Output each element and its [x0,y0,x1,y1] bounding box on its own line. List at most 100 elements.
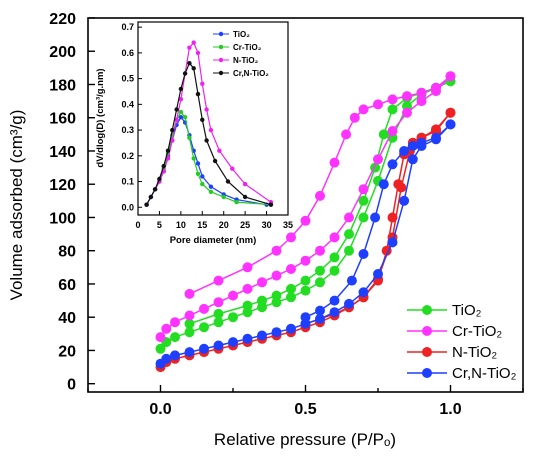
inset-y-tick-label: 0.4 [121,99,134,109]
data-point [257,277,267,288]
inset-data-point [178,109,184,115]
inset-legend-label: TiO₂ [233,30,250,39]
inset-data-point [195,161,201,166]
data-point [155,343,166,354]
desorption-line [189,80,451,325]
inset-plot-frame [137,21,289,216]
inset-data-point [187,135,192,140]
inset-data-point [170,138,175,143]
data-point [387,94,398,105]
data-point [402,107,412,118]
inset-line [146,41,272,205]
inset-data-point [187,45,192,50]
data-point [300,275,311,286]
data-point [358,184,369,195]
inset-data-point [242,181,248,187]
data-point [349,112,360,123]
data-point [329,307,340,318]
data-point [346,275,357,286]
data-point [199,303,209,314]
data-point [344,245,354,256]
legend-marker [422,305,432,315]
inset-data-point [230,166,235,171]
data-point [161,323,172,334]
main-x-tick-label: 0.0 [149,401,171,418]
inset-data-point [212,158,218,164]
data-point [242,333,253,344]
data-point [393,179,404,190]
data-point [358,104,369,115]
inset-data-point [208,184,214,189]
inset-series-tio [144,115,269,207]
inset-data-point [144,202,149,207]
data-point [242,300,253,311]
main-y-tick-label: 0 [67,377,76,394]
data-point [358,249,369,259]
inset-y-tick-label: 0.3 [121,125,134,135]
data-point [315,265,325,276]
inset-legend-item-cr-tio: Cr-TiO₂ [213,43,262,52]
inset-y-tick-label: 0.5 [121,74,134,84]
inset-data-point [165,156,171,161]
data-point [242,283,253,294]
data-point [329,232,340,243]
legend-marker [422,368,432,378]
legend-label: Cr,N-TiO₂ [452,365,517,382]
legend-item-n-tio: N-TiO₂ [407,344,497,361]
data-point [184,288,195,299]
data-point [387,126,398,136]
main-y-tick-label: 80 [58,244,76,261]
inset-legend-marker [218,70,224,76]
main-y-axis-label: Volume adsorbed (cm³/g) [7,110,26,301]
inset-y-tick-label: 0.2 [121,151,134,161]
inset-data-point [174,117,179,123]
main-x-axis-label: Relative pressure (P/Pₒ) [214,430,396,449]
series-cr-n-tio [155,119,456,369]
data-point [271,327,282,338]
inset-x-tick-label: 10 [176,220,186,230]
data-point [373,269,383,279]
inset-data-point [178,115,184,120]
inset-data-point [191,66,196,71]
inset-data-point [187,61,192,66]
inset-x-tick-label: 0 [135,220,140,230]
data-point [370,212,381,223]
inset-data-point [221,194,226,200]
data-point [402,91,412,102]
data-point [170,332,180,343]
main-y-ticks: 0 20 40 60 80 100 120 140 160 180 200 220 [49,11,95,394]
inset-series [144,40,274,207]
data-point [329,295,340,306]
data-point [184,318,195,329]
inset-series-cr-n-tio [144,61,274,207]
inset-x-tick-label: 30 [262,220,272,230]
data-point [213,340,224,351]
data-point [213,275,224,286]
data-point [271,290,282,301]
data-point [315,190,325,201]
legend-label: Cr-TiO₂ [452,323,502,340]
inset-legend-item-n-tio: N-TiO₂ [213,56,259,65]
data-point [445,107,456,118]
main-y-tick-label: 20 [58,343,76,360]
inset-data-point [157,176,162,182]
data-point [161,353,172,364]
data-point [184,347,195,358]
inset-data-point [195,171,201,176]
legend-label: TiO₂ [452,302,482,319]
inset-legend-label: N-TiO₂ [233,56,259,65]
data-point [431,132,441,143]
inset-data-point [204,138,209,143]
inset-legend-label: Cr-TiO₂ [233,43,262,52]
inset-axes [137,21,289,216]
inset-data-point [225,179,231,184]
data-point [407,141,418,151]
data-point [315,305,325,316]
main-series [155,71,456,373]
data-point [286,283,296,294]
inset-y-tick-label: 0.0 [121,202,134,212]
inset-x-axis-label: Pore diameter (nm) [170,235,257,246]
legend-marker [422,326,432,336]
main-x-tick-label: 1.0 [439,401,461,418]
data-point [344,212,354,223]
